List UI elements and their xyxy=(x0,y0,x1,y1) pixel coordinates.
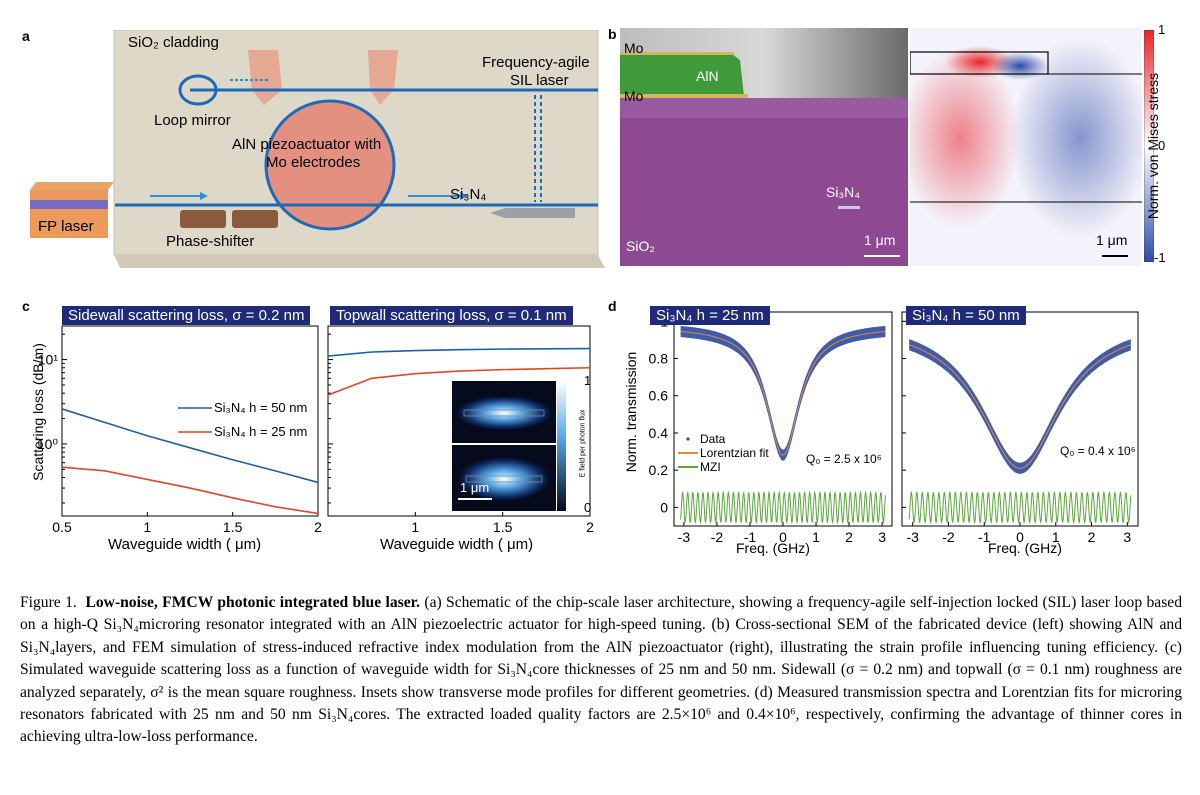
d-y-tick-label: 0.2 xyxy=(649,462,669,478)
inset-colorbar xyxy=(557,381,566,511)
sil-label-2: SIL laser xyxy=(510,72,569,89)
c-y-tick-label: 10¹ xyxy=(38,352,59,368)
scale-bar-right: 1 μm xyxy=(1096,232,1128,248)
inset-cb-label: E field per photon flux xyxy=(579,409,587,478)
d-title-right: Si₃N₄ h = 50 nm xyxy=(906,306,1026,325)
caption-text: (a) Schematic of the chip-scale laser ar… xyxy=(20,594,1182,746)
d-data-band xyxy=(909,339,1131,474)
d-q-left: Q₀ = 2.5 x 10⁶ xyxy=(806,452,882,466)
d-q-right: Q₀ = 0.4 x 10⁶ xyxy=(1060,444,1136,458)
d-mzi-trace xyxy=(680,490,886,525)
c-x-tick-label: 1.5 xyxy=(223,519,243,535)
fem-stress-map xyxy=(910,28,1142,266)
d-xlabel-left: Freq. (GHz) xyxy=(736,540,810,556)
si3n4-label-a: Si₃N₄ xyxy=(450,186,487,203)
panel-a-label: a xyxy=(22,28,30,44)
c-xlabel-right: Waveguide width ( μm) xyxy=(380,536,534,553)
caption-title: Low-noise, FMCW photonic integrated blue… xyxy=(85,594,421,611)
c-x-tick-label: 1.5 xyxy=(493,519,513,535)
c-axes-frame xyxy=(61,325,319,517)
inset-cb-bottom: 0 xyxy=(584,500,592,515)
c-x-tick-label: 0.5 xyxy=(52,519,72,535)
c-legend-50: Si₃N₄ h = 50 nm xyxy=(214,400,308,415)
phase-shifter-label: Phase-shifter xyxy=(166,233,255,250)
c-title-right: Topwall scattering loss, σ = 0.1 nm xyxy=(330,306,573,325)
sem-image xyxy=(620,28,908,266)
sil-label-1: Frequency-agile xyxy=(482,54,590,71)
si3n4-label-b: Si₃N₄ xyxy=(826,184,860,200)
panel-b-label: b xyxy=(608,26,617,42)
d-legend-mzi: MZI xyxy=(700,460,721,474)
c-xlabel-left: Waveguide width ( μm) xyxy=(108,536,262,553)
c-series-line-h50 xyxy=(61,408,319,484)
fem-cb-label: Norm. von Mises stress xyxy=(1145,72,1161,220)
d-mzi-trace xyxy=(908,490,1132,525)
d-title-left: Si₃N₄ h = 25 nm xyxy=(650,306,770,325)
d-x-tick-label: -1 xyxy=(744,529,757,545)
d-y-tick-label: 0 xyxy=(660,499,668,515)
caption-fig: Figure 1. xyxy=(20,594,77,611)
cladding-label: SiO₂ cladding xyxy=(128,34,219,51)
loop-mirror-label: Loop mirror xyxy=(154,112,231,129)
d-x-tick-label: -3 xyxy=(907,529,920,545)
d-xlabel-right: Freq. (GHz) xyxy=(988,540,1062,556)
aln-actuator-label-1: AlN piezoactuator with xyxy=(232,136,382,153)
panel-c-label: c xyxy=(22,298,30,314)
d-x-tick-label: -3 xyxy=(678,529,691,545)
d-x-tick-label: 0 xyxy=(1016,529,1024,545)
fem-cb-top: 1 xyxy=(1158,22,1166,37)
d-axes-frame xyxy=(673,311,893,527)
c-series-line-h25 xyxy=(61,466,319,515)
d-legend-fit: Lorentzian fit xyxy=(700,446,769,460)
c-series-line-h25 xyxy=(327,366,591,396)
d-legend-marks xyxy=(678,437,698,468)
c-x-tick-label: 2 xyxy=(314,519,322,535)
inset-scale-label: 1 μm xyxy=(460,480,490,495)
c-series-line-h50 xyxy=(327,347,591,357)
figure-caption: Figure 1. Low-noise, FMCW photonic integ… xyxy=(20,592,1182,749)
scattering-loss-chart: 0.5 1 1.5 2 1 1.5 2 10¹ 10⁰ xyxy=(37,325,594,535)
fem-colorbar xyxy=(1144,30,1154,262)
d-y-tick-label: 0.8 xyxy=(649,351,669,367)
d-legend-data: Data xyxy=(700,432,726,446)
d-y-tick-label: 0.4 xyxy=(649,425,669,441)
fem-cb-mid: 0 xyxy=(1158,138,1166,153)
d-x-tick-label: -2 xyxy=(942,529,955,545)
inset-cb-top: 1 xyxy=(584,373,592,388)
c-x-tick-label: 1 xyxy=(411,519,419,535)
d-x-tick-label: 2 xyxy=(1088,529,1096,545)
c-x-tick-label: 2 xyxy=(586,519,594,535)
aln-actuator-label-2: Mo electrodes xyxy=(266,154,361,171)
c-title-left: Sidewall scattering loss, σ = 0.2 nm xyxy=(62,306,311,325)
aln-label: AlN xyxy=(696,68,719,84)
d-x-tick-label: 1 xyxy=(812,529,820,545)
mode-profile-inset xyxy=(452,381,556,511)
scale-bar-left: 1 μm xyxy=(864,232,896,248)
fp-laser-label: FP laser xyxy=(38,218,94,235)
panel-a-schematic xyxy=(30,30,605,268)
c-axes-frame xyxy=(327,325,591,517)
panel-d-label: d xyxy=(608,298,617,314)
d-x-tick-label: 0 xyxy=(779,529,787,545)
c-x-tick-label: 1 xyxy=(143,519,151,535)
c-y-tick-label: 10⁰ xyxy=(37,436,59,452)
d-y-tick-label: 0.6 xyxy=(649,388,669,404)
d-axes-frame xyxy=(901,311,1139,527)
d-x-tick-label: -1 xyxy=(978,529,991,545)
d-x-tick-label: 3 xyxy=(878,529,886,545)
d-x-tick-label: 2 xyxy=(845,529,853,545)
d-lorentzian-fit xyxy=(680,331,886,456)
d-lorentzian-fit xyxy=(908,344,1132,469)
mo-bottom-label: Mo xyxy=(624,88,644,104)
d-x-tick-label: -2 xyxy=(711,529,724,545)
d-data-band xyxy=(680,325,886,461)
d-x-tick-label: 3 xyxy=(1123,529,1131,545)
mo-top-label: Mo xyxy=(624,40,644,56)
fem-cb-bottom: -1 xyxy=(1154,250,1166,265)
sio2-label: SiO₂ xyxy=(626,238,655,254)
d-x-tick-label: 1 xyxy=(1052,529,1060,545)
c-legend-25: Si₃N₄ h = 25 nm xyxy=(214,424,308,439)
